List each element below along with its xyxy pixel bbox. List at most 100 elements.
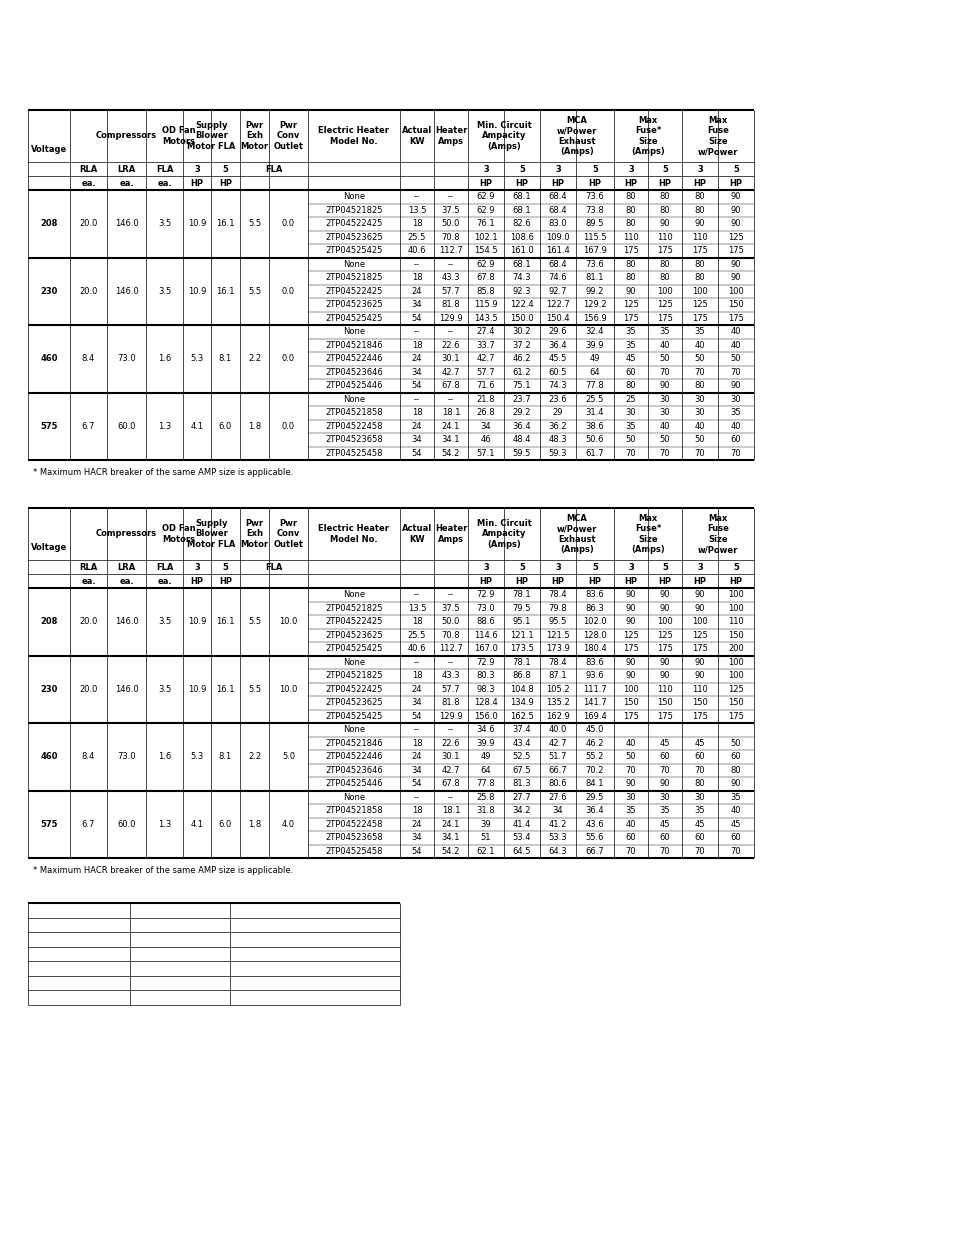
Text: 40: 40 xyxy=(730,341,740,350)
Text: 50: 50 xyxy=(625,435,636,445)
Text: 3.5: 3.5 xyxy=(157,220,171,228)
Text: 175: 175 xyxy=(657,314,672,322)
Text: 23.6: 23.6 xyxy=(548,395,567,404)
Text: 110: 110 xyxy=(691,684,707,694)
Text: 175: 175 xyxy=(691,645,707,653)
Text: 2TP04523658: 2TP04523658 xyxy=(325,834,382,842)
Text: 83.6: 83.6 xyxy=(585,590,604,599)
Text: HP: HP xyxy=(693,179,706,188)
Text: 40: 40 xyxy=(659,421,670,431)
Text: 36.4: 36.4 xyxy=(512,421,531,431)
Text: 87.1: 87.1 xyxy=(548,672,567,680)
Text: 122.7: 122.7 xyxy=(545,300,569,309)
Text: 90: 90 xyxy=(694,590,704,599)
Text: Voltage: Voltage xyxy=(30,146,67,154)
Text: 1.3: 1.3 xyxy=(157,421,171,431)
Text: 27.6: 27.6 xyxy=(548,793,567,802)
Text: 0.0: 0.0 xyxy=(282,220,294,228)
Text: 24: 24 xyxy=(412,287,422,295)
Text: 5: 5 xyxy=(518,562,524,572)
Text: 35: 35 xyxy=(625,806,636,815)
Text: 90: 90 xyxy=(694,220,704,228)
Text: 80: 80 xyxy=(625,193,636,201)
Text: 40: 40 xyxy=(694,341,704,350)
Text: Pwr
Exh
Motor: Pwr Exh Motor xyxy=(240,519,269,548)
Text: 18: 18 xyxy=(412,739,422,747)
Text: 35: 35 xyxy=(625,341,636,350)
Text: 1.3: 1.3 xyxy=(157,820,171,829)
Text: HP: HP xyxy=(515,577,528,585)
Text: 110: 110 xyxy=(691,232,707,242)
Text: 62.9: 62.9 xyxy=(476,193,495,201)
Text: 77.8: 77.8 xyxy=(585,382,604,390)
Text: 102.0: 102.0 xyxy=(582,618,606,626)
Text: 46.2: 46.2 xyxy=(585,739,603,747)
Text: 67.8: 67.8 xyxy=(441,382,460,390)
Text: 100: 100 xyxy=(727,590,743,599)
Text: 6.0: 6.0 xyxy=(218,421,232,431)
Text: 34: 34 xyxy=(412,300,422,309)
Text: 230: 230 xyxy=(40,684,57,694)
Text: MCA
w/Power
Exhaust
(Amps): MCA w/Power Exhaust (Amps) xyxy=(557,116,597,156)
Text: 48.4: 48.4 xyxy=(512,435,531,445)
Text: 92.7: 92.7 xyxy=(548,287,567,295)
Text: 81.8: 81.8 xyxy=(441,698,460,708)
Text: 50: 50 xyxy=(694,354,704,363)
Text: 90: 90 xyxy=(625,287,636,295)
Text: 84.1: 84.1 xyxy=(585,779,603,788)
Text: 100: 100 xyxy=(691,618,707,626)
Text: 45: 45 xyxy=(659,739,670,747)
Text: 3: 3 xyxy=(697,562,702,572)
Text: 100: 100 xyxy=(657,287,672,295)
Text: 45.0: 45.0 xyxy=(585,725,603,735)
Text: 54: 54 xyxy=(412,314,422,322)
Text: 95.1: 95.1 xyxy=(513,618,531,626)
Text: 29.2: 29.2 xyxy=(513,409,531,417)
Text: 2TP04525446: 2TP04525446 xyxy=(325,779,382,788)
Text: 55.6: 55.6 xyxy=(585,834,603,842)
Text: 8.1: 8.1 xyxy=(218,752,232,761)
Text: 64.3: 64.3 xyxy=(548,847,567,856)
Text: 70.2: 70.2 xyxy=(585,766,603,774)
Text: 64.5: 64.5 xyxy=(512,847,531,856)
Text: 39.9: 39.9 xyxy=(585,341,603,350)
Text: 59.5: 59.5 xyxy=(513,448,531,458)
Text: 45: 45 xyxy=(625,354,636,363)
Text: 37.4: 37.4 xyxy=(512,725,531,735)
Text: 45: 45 xyxy=(659,820,670,829)
Text: 35: 35 xyxy=(730,409,740,417)
Text: 18: 18 xyxy=(412,806,422,815)
Text: 175: 175 xyxy=(622,246,639,256)
Text: 60.0: 60.0 xyxy=(117,820,135,829)
Text: 50.0: 50.0 xyxy=(441,618,459,626)
Text: 74.3: 74.3 xyxy=(548,382,567,390)
Text: 2TP04521846: 2TP04521846 xyxy=(325,739,382,747)
Text: 40.6: 40.6 xyxy=(407,645,426,653)
Text: 18: 18 xyxy=(412,618,422,626)
Text: 24.1: 24.1 xyxy=(441,421,459,431)
Text: 35: 35 xyxy=(625,327,636,336)
Text: ea.: ea. xyxy=(157,577,172,585)
Text: --: -- xyxy=(448,590,454,599)
Text: 208: 208 xyxy=(40,618,57,626)
Text: 6.7: 6.7 xyxy=(82,421,95,431)
Text: --: -- xyxy=(448,193,454,201)
Text: FLA: FLA xyxy=(265,562,282,572)
Text: 60: 60 xyxy=(730,435,740,445)
Text: 50.6: 50.6 xyxy=(585,435,603,445)
Text: 100: 100 xyxy=(657,618,672,626)
Text: FLA: FLA xyxy=(265,164,282,173)
Text: 2TP04523625: 2TP04523625 xyxy=(325,300,382,309)
Text: HP: HP xyxy=(191,577,203,585)
Text: 80: 80 xyxy=(694,193,704,201)
Text: 0.0: 0.0 xyxy=(282,354,294,363)
Text: 68.4: 68.4 xyxy=(548,206,567,215)
Text: 70: 70 xyxy=(730,847,740,856)
Text: 62.9: 62.9 xyxy=(476,206,495,215)
Text: 43.3: 43.3 xyxy=(441,672,460,680)
Text: 31.4: 31.4 xyxy=(585,409,603,417)
Text: 41.2: 41.2 xyxy=(548,820,567,829)
Text: 90: 90 xyxy=(659,779,670,788)
Text: 18: 18 xyxy=(412,672,422,680)
Text: 128.0: 128.0 xyxy=(582,631,606,640)
